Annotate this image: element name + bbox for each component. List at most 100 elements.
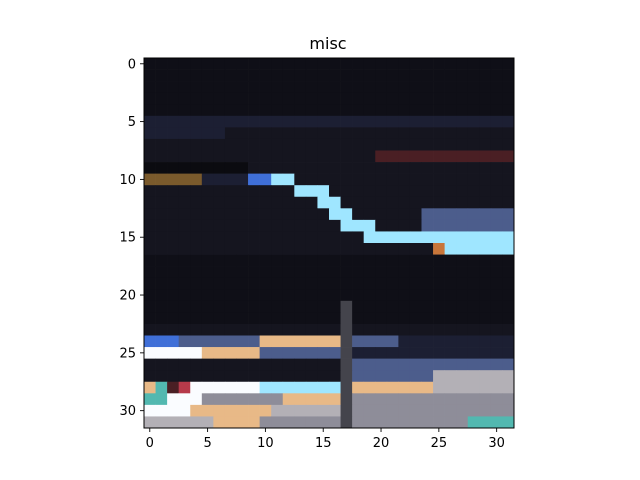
heatmap-cell	[433, 266, 445, 279]
heatmap-cell	[190, 381, 203, 394]
heatmap-cell	[340, 81, 353, 94]
heatmap-cell	[329, 289, 341, 302]
heatmap-cell	[213, 254, 226, 267]
heatmap-cell	[155, 404, 168, 417]
heatmap-cell	[282, 185, 295, 198]
heatmap-cell	[236, 127, 249, 140]
heatmap-cell	[363, 150, 376, 163]
heatmap-cell	[271, 323, 284, 336]
heatmap-cell	[201, 393, 214, 406]
heatmap-cell	[490, 254, 503, 267]
heatmap-cell	[224, 219, 237, 232]
heatmap-cell	[317, 173, 330, 186]
heatmap-cell	[282, 104, 295, 117]
y-tick-label: 15	[119, 231, 136, 246]
heatmap-cell	[352, 416, 365, 429]
heatmap-cell	[155, 254, 168, 267]
heatmap-cell	[178, 81, 191, 94]
heatmap-cell	[178, 277, 191, 290]
heatmap-cell	[213, 266, 226, 279]
heatmap-cell	[490, 300, 503, 313]
heatmap-cell	[167, 231, 180, 244]
heatmap-cell	[386, 185, 399, 198]
heatmap-cell	[479, 69, 492, 82]
heatmap-cell	[467, 185, 480, 198]
heatmap-cell	[271, 115, 284, 128]
heatmap-cell	[467, 81, 480, 94]
heatmap-cell	[502, 404, 515, 417]
heatmap-cell	[363, 104, 376, 117]
heatmap-cell	[178, 335, 191, 348]
heatmap-cell	[155, 300, 168, 313]
heatmap-cell	[479, 370, 492, 383]
heatmap-cell	[398, 404, 411, 417]
heatmap-cell	[248, 104, 260, 117]
heatmap-cell	[224, 104, 237, 117]
heatmap-cell	[398, 335, 411, 348]
heatmap-cell	[386, 196, 399, 209]
heatmap-cell	[352, 370, 365, 383]
heatmap-cell	[213, 104, 226, 117]
heatmap-cell	[282, 81, 295, 94]
heatmap-cell	[248, 173, 260, 186]
heatmap-cell	[224, 138, 237, 151]
heatmap-cell	[409, 347, 422, 359]
heatmap-cell	[178, 104, 191, 117]
heatmap-cell	[317, 370, 330, 383]
heatmap-cell	[294, 58, 307, 70]
heatmap-cell	[433, 185, 445, 198]
heatmap-cell	[398, 58, 411, 70]
heatmap-cell	[340, 127, 353, 140]
heatmap-cell	[213, 289, 226, 302]
heatmap-cell	[490, 404, 503, 417]
x-tick-label: 10	[257, 436, 274, 451]
heatmap-cell	[190, 393, 203, 406]
heatmap-cell	[282, 266, 295, 279]
heatmap-cell	[433, 81, 445, 94]
heatmap-cell	[178, 254, 191, 267]
heatmap-cell	[271, 335, 284, 348]
heatmap-cell	[398, 358, 411, 371]
heatmap-cell	[167, 266, 180, 279]
heatmap-cell	[490, 81, 503, 94]
heatmap-cell	[294, 300, 307, 313]
heatmap-cell	[340, 173, 353, 186]
heatmap-cell	[144, 289, 156, 302]
heatmap-cell	[224, 370, 237, 383]
heatmap-cell	[294, 266, 307, 279]
heatmap-cell	[213, 196, 226, 209]
heatmap-cell	[352, 173, 365, 186]
heatmap-cell	[213, 69, 226, 82]
heatmap-cell	[201, 196, 214, 209]
heatmap-cell	[386, 127, 399, 140]
heatmap-cell	[317, 196, 330, 209]
heatmap-cell	[271, 185, 284, 198]
heatmap-cell	[386, 115, 399, 128]
heatmap-cell	[224, 300, 237, 313]
heatmap-cell	[329, 277, 341, 290]
heatmap-cell	[305, 266, 318, 279]
heatmap-cell	[248, 115, 260, 128]
heatmap-cell	[213, 243, 226, 255]
heatmap-cell	[144, 404, 156, 417]
heatmap-cell	[155, 69, 168, 82]
heatmap-cell	[144, 231, 156, 244]
heatmap-cell	[467, 162, 480, 174]
heatmap-cell	[479, 393, 492, 406]
heatmap-cell	[502, 162, 515, 174]
heatmap-cell	[433, 323, 445, 336]
heatmap-cell	[433, 69, 445, 82]
heatmap-cell	[363, 300, 376, 313]
heatmap-cell	[490, 150, 503, 163]
heatmap-cell	[294, 173, 307, 186]
heatmap-cell	[433, 335, 445, 348]
heatmap-cell	[178, 266, 191, 279]
heatmap-cell	[271, 208, 284, 221]
heatmap-cell	[144, 254, 156, 267]
heatmap-cell	[155, 243, 168, 255]
heatmap-cell	[375, 150, 388, 163]
heatmap-cell	[502, 335, 515, 348]
heatmap-cell	[294, 138, 307, 151]
heatmap-cell	[305, 312, 318, 325]
heatmap-cell	[409, 115, 422, 128]
